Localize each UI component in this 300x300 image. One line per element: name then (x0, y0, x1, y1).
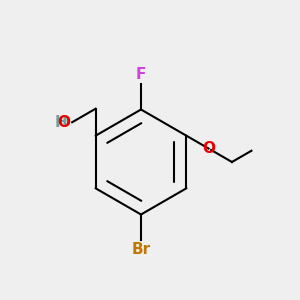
Text: O: O (202, 141, 215, 156)
Text: Br: Br (131, 242, 151, 257)
Text: H: H (55, 115, 68, 130)
Text: F: F (136, 67, 146, 82)
Text: O: O (58, 115, 71, 130)
